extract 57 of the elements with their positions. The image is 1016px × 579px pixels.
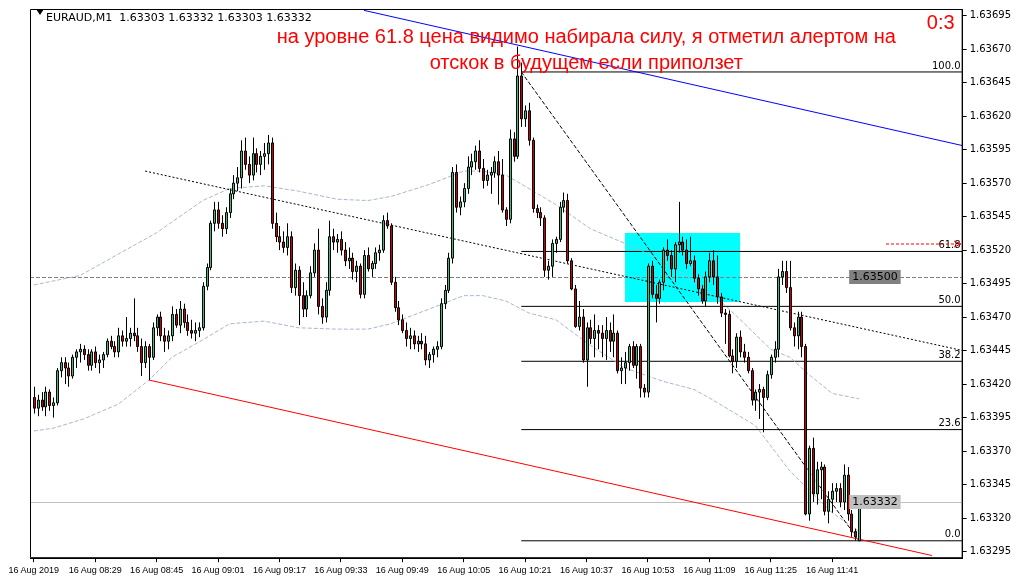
y-tick-label: 1.63670 — [969, 42, 1012, 54]
y-tick-label: 1.63370 — [969, 444, 1012, 456]
y-tick-label: 1.63645 — [969, 76, 1012, 88]
x-tick-label: 16 Aug 09:01 — [191, 565, 245, 576]
candlestick — [382, 214, 385, 254]
annotation: 61.8 — [938, 239, 961, 251]
x-tick-label: 16 Aug 10:05 — [437, 565, 491, 576]
candlestick — [125, 316, 128, 348]
x-tick-label: 16 Aug 09:49 — [375, 565, 429, 576]
x-tick-label: 16 Aug 09:33 — [314, 565, 368, 576]
x-tick-label: 16 Aug 11:41 — [805, 565, 859, 576]
annotation: 38.2 — [938, 348, 961, 360]
candlestick — [217, 201, 220, 230]
annotation: 23.6 — [938, 417, 961, 429]
x-tick-label: 16 Aug 08:29 — [68, 565, 122, 576]
candlestick — [409, 327, 412, 350]
x-tick-label: 16 Aug 08:45 — [130, 565, 184, 576]
x-tick-label: 16 Aug 10:37 — [559, 565, 614, 576]
candlestick — [252, 137, 255, 181]
candlestick — [835, 482, 838, 503]
x-tick-label: 16 Aug 10:21 — [498, 565, 552, 576]
x-tick-label: 16 Aug 2019 — [8, 565, 60, 576]
y-tick-label: 1.63395 — [969, 411, 1012, 423]
y-tick-label: 1.63695 — [969, 9, 1012, 21]
annotation: 0.0 — [944, 528, 961, 540]
candlestick — [87, 348, 90, 372]
chart-title: EURAUD,M1 1.63303 1.63332 1.63303 1.63332 — [46, 10, 312, 24]
y-tick-label: 1.63420 — [969, 377, 1012, 389]
annotation: 100.0 — [932, 59, 961, 71]
annotation: 0:3 — [926, 10, 955, 33]
y-tick-label: 1.63345 — [969, 478, 1012, 490]
candlestick — [509, 129, 512, 224]
candlestick — [263, 142, 266, 171]
y-tick-label: 1.63470 — [969, 310, 1012, 322]
candlestick — [194, 321, 197, 342]
y-tick-label: 1.63295 — [969, 545, 1012, 557]
y-tick-label: 1.63445 — [969, 344, 1012, 356]
x-tick-label: 16 Aug 10:53 — [621, 565, 675, 576]
x-tick-label: 16 Aug 11:25 — [744, 565, 797, 576]
x-tick-label: 16 Aug 09:17 — [252, 565, 306, 576]
ref-line-label: 1.63500 — [852, 270, 898, 284]
y-tick-label: 1.63620 — [969, 109, 1012, 121]
x-tick-label: 16 Aug 11:09 — [683, 565, 736, 576]
candlestick — [255, 147, 258, 173]
candlestick — [190, 319, 193, 340]
candlestick — [597, 324, 600, 350]
candlestick — [90, 348, 93, 372]
y-tick-label: 1.63495 — [969, 277, 1012, 289]
candlestick — [405, 321, 408, 348]
candlestick — [593, 313, 596, 358]
y-tick-label: 1.63595 — [969, 143, 1012, 155]
y-tick-label: 1.63320 — [969, 511, 1012, 523]
y-tick-label: 1.63570 — [969, 176, 1012, 188]
y-tick-label: 1.63520 — [969, 243, 1012, 255]
y-tick-label: 1.63545 — [969, 210, 1012, 222]
ref-line-label: 1.63332 — [852, 495, 898, 509]
annotation: 50.0 — [938, 293, 961, 305]
